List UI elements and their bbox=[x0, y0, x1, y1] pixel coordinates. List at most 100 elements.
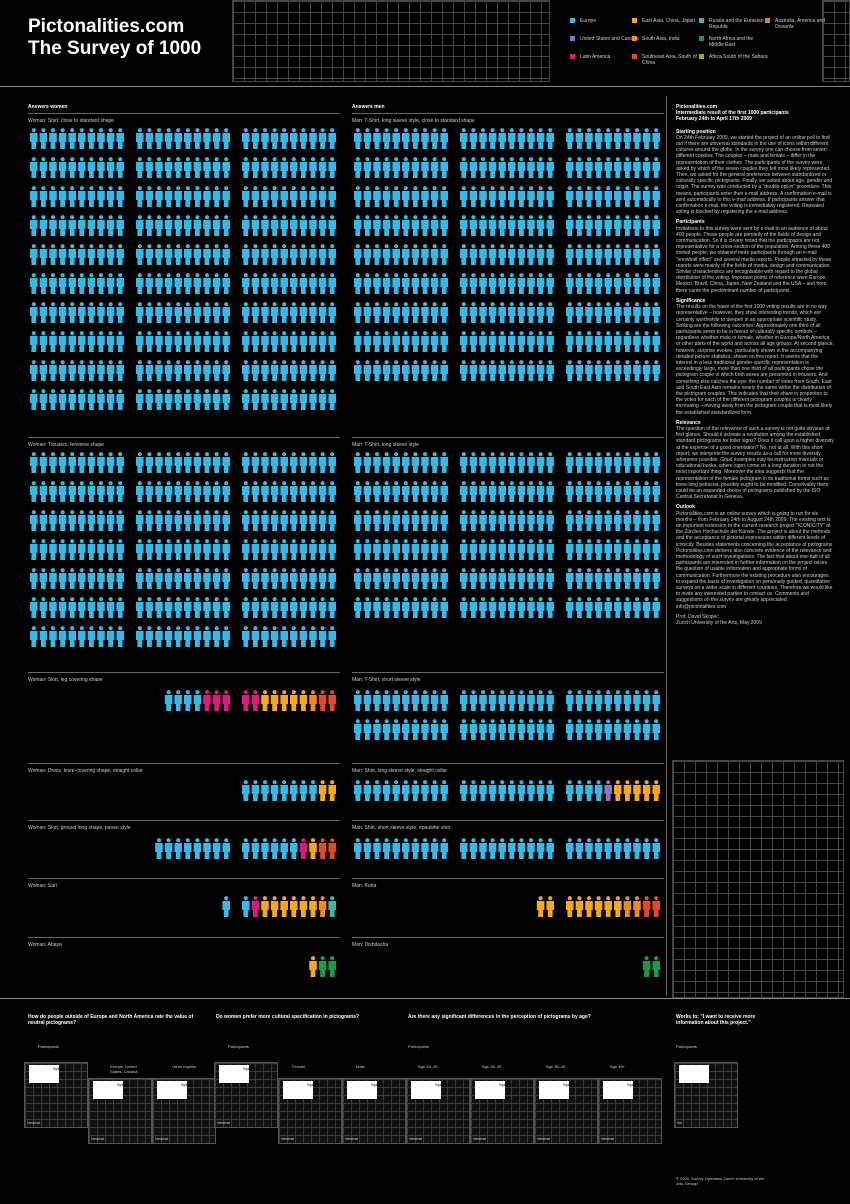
pictogram-figure bbox=[363, 360, 372, 381]
pictogram-figure bbox=[614, 452, 622, 473]
pictogram-figure bbox=[106, 215, 115, 236]
pictogram-figure bbox=[58, 597, 67, 618]
pictogram-figure bbox=[193, 597, 202, 618]
pictogram-figure bbox=[392, 128, 400, 149]
heading-significance: Significance bbox=[676, 297, 706, 304]
pictogram-figure bbox=[566, 302, 574, 323]
pictogram-figure bbox=[174, 626, 182, 647]
pictogram-figure bbox=[498, 481, 506, 502]
pictogram-figure bbox=[527, 215, 535, 236]
pictogram-figure bbox=[363, 780, 372, 801]
pictogram-figure bbox=[155, 389, 163, 410]
pictogram-figure bbox=[411, 539, 420, 560]
pictogram-figure bbox=[222, 302, 230, 323]
pictogram-figure bbox=[155, 481, 163, 502]
pictogram-figure bbox=[97, 128, 105, 149]
pictogram-figure bbox=[106, 568, 115, 589]
pictogram-figure bbox=[261, 838, 269, 859]
pictogram-figure bbox=[97, 186, 105, 207]
pictogram-figure bbox=[498, 510, 506, 531]
pictogram-figure bbox=[174, 481, 182, 502]
pictogram-figure bbox=[546, 302, 554, 323]
pictogram-figure bbox=[585, 780, 593, 801]
pictogram-figure bbox=[290, 302, 298, 323]
pictogram-figure bbox=[270, 568, 279, 589]
pictogram-figure bbox=[116, 360, 124, 381]
pictogram-figure bbox=[594, 215, 603, 236]
pictogram-figure bbox=[68, 244, 76, 265]
pictogram-figure bbox=[527, 597, 535, 618]
pictogram-figure bbox=[498, 360, 506, 381]
pictogram-figure bbox=[309, 302, 317, 323]
pictogram-figure bbox=[430, 302, 439, 323]
pictogram-figure bbox=[106, 626, 115, 647]
pictogram-figure bbox=[411, 331, 420, 352]
pictogram-figure bbox=[318, 128, 327, 149]
pictogram-figure bbox=[184, 510, 192, 531]
pictogram-figure bbox=[222, 128, 230, 149]
pictogram-figure bbox=[242, 568, 250, 589]
pictogram-figure bbox=[290, 360, 298, 381]
pictogram-figure bbox=[261, 244, 269, 265]
pictogram-figure bbox=[174, 690, 182, 711]
pictogram-figure bbox=[299, 510, 308, 531]
pictogram-figure bbox=[527, 273, 535, 294]
pictogram-figure bbox=[488, 481, 497, 502]
pictogram-figure bbox=[78, 539, 86, 560]
pictogram-figure bbox=[87, 452, 96, 473]
pictogram-figure bbox=[392, 510, 400, 531]
men-header: Answers men bbox=[352, 104, 385, 110]
pictogram-figure bbox=[479, 302, 487, 323]
pictogram-figure bbox=[392, 186, 400, 207]
pictogram-figure bbox=[623, 331, 632, 352]
pictogram-figure bbox=[421, 273, 429, 294]
pictogram-figure bbox=[242, 626, 250, 647]
pictogram-figure bbox=[116, 273, 124, 294]
pictogram-figure bbox=[440, 157, 448, 178]
section-rule bbox=[28, 763, 340, 764]
pictogram-figure bbox=[222, 481, 230, 502]
pictogram-figure bbox=[363, 244, 372, 265]
pictogram-figure bbox=[39, 539, 48, 560]
section-rule bbox=[352, 763, 664, 764]
pictogram-figure bbox=[623, 215, 632, 236]
pictogram-figure bbox=[242, 481, 250, 502]
pictogram-figure bbox=[402, 481, 410, 502]
pictogram-figure bbox=[39, 452, 48, 473]
pictogram-figure bbox=[642, 719, 651, 740]
pictogram-figure bbox=[411, 302, 420, 323]
pictogram-figure bbox=[203, 331, 211, 352]
heading-participants: Participants bbox=[676, 219, 705, 226]
pictogram-figure bbox=[136, 186, 144, 207]
pictogram-figure bbox=[642, 510, 651, 531]
pictogram-figure bbox=[363, 539, 372, 560]
pictogram-figure bbox=[222, 539, 230, 560]
pictogram-figure bbox=[546, 186, 554, 207]
pictogram-figure bbox=[633, 331, 641, 352]
pictogram-figure bbox=[594, 780, 603, 801]
pictogram-figure bbox=[430, 838, 439, 859]
pictogram-figure bbox=[363, 690, 372, 711]
pictogram-figure bbox=[469, 597, 478, 618]
pictogram-figure bbox=[430, 690, 439, 711]
pictogram-figure bbox=[392, 302, 400, 323]
title-line-2: The Survey of 1000 bbox=[28, 38, 202, 59]
pictogram-figure bbox=[517, 452, 526, 473]
pictogram-figure bbox=[87, 302, 96, 323]
pictogram-figure bbox=[354, 186, 362, 207]
paragraph-start: On 24th February 2009, we started the pr… bbox=[676, 134, 833, 216]
pictogram-figure bbox=[488, 780, 497, 801]
section-label: Man: T-Shirt, short sleeve style bbox=[352, 677, 421, 683]
pictogram-figure bbox=[318, 244, 327, 265]
pictogram-figure bbox=[508, 597, 516, 618]
pictogram-figure bbox=[39, 215, 48, 236]
pictogram-figure bbox=[318, 481, 327, 502]
pictogram-figure bbox=[193, 302, 202, 323]
pictogram-figure bbox=[604, 273, 612, 294]
pictogram-figure bbox=[290, 452, 298, 473]
legend-swatch bbox=[570, 54, 575, 59]
pictogram-figure bbox=[614, 780, 622, 801]
pictogram-figure bbox=[193, 838, 202, 859]
pictogram-figure bbox=[594, 838, 603, 859]
pictogram-figure bbox=[222, 360, 230, 381]
